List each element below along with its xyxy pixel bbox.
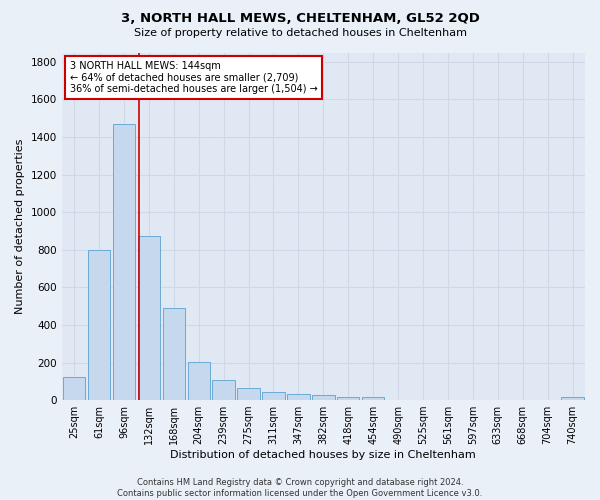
Bar: [188, 362, 210, 400]
Bar: [113, 124, 135, 400]
Bar: [88, 250, 110, 400]
Text: 3 NORTH HALL MEWS: 144sqm
← 64% of detached houses are smaller (2,709)
36% of se: 3 NORTH HALL MEWS: 144sqm ← 64% of detac…: [70, 61, 317, 94]
Bar: [287, 394, 310, 400]
Bar: [312, 396, 335, 400]
Bar: [63, 376, 85, 400]
Bar: [212, 380, 235, 400]
Text: Contains HM Land Registry data © Crown copyright and database right 2024.
Contai: Contains HM Land Registry data © Crown c…: [118, 478, 482, 498]
Text: 3, NORTH HALL MEWS, CHELTENHAM, GL52 2QD: 3, NORTH HALL MEWS, CHELTENHAM, GL52 2QD: [121, 12, 479, 26]
X-axis label: Distribution of detached houses by size in Cheltenham: Distribution of detached houses by size …: [170, 450, 476, 460]
Bar: [163, 308, 185, 400]
Bar: [562, 398, 584, 400]
Bar: [238, 388, 260, 400]
Bar: [137, 236, 160, 400]
Bar: [337, 396, 359, 400]
Text: Size of property relative to detached houses in Cheltenham: Size of property relative to detached ho…: [133, 28, 467, 38]
Y-axis label: Number of detached properties: Number of detached properties: [15, 138, 25, 314]
Bar: [262, 392, 285, 400]
Bar: [362, 396, 385, 400]
